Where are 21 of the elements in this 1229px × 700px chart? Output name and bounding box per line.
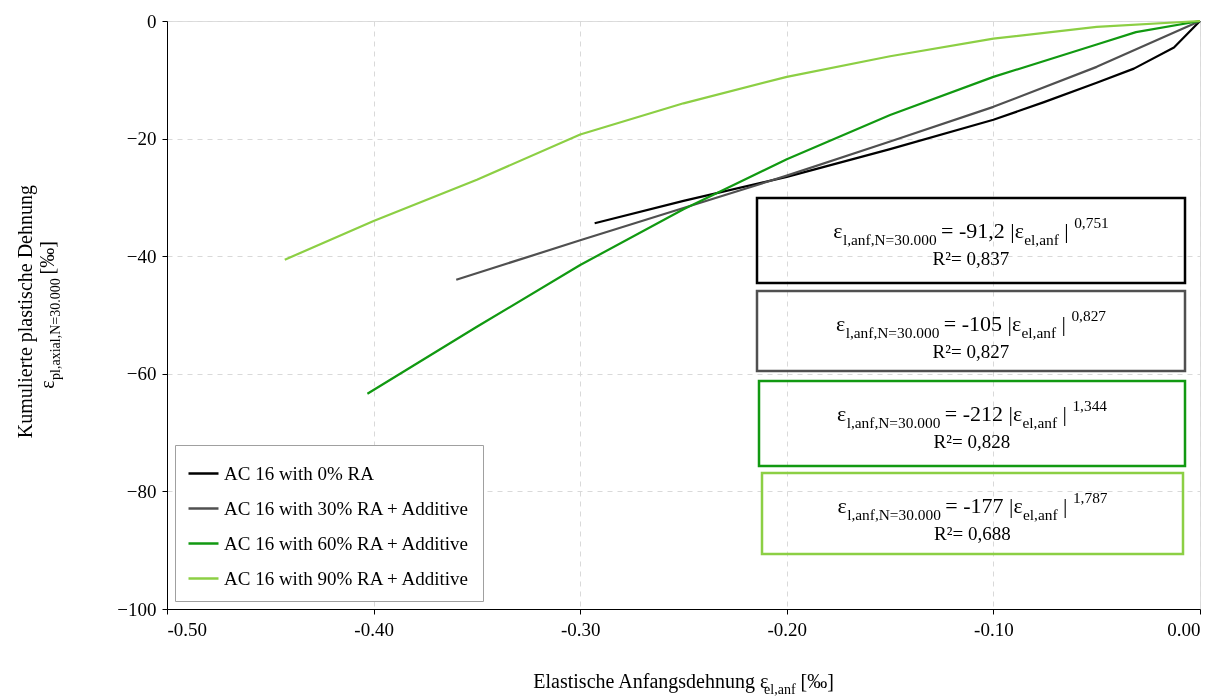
x-tick-label: -0.40 xyxy=(354,618,394,640)
y-tick-label: −20 xyxy=(126,128,157,150)
y-tick-label: −60 xyxy=(126,363,157,385)
legend-label: AC 16 with 0% RA xyxy=(224,462,375,484)
x-tick-label: -0.20 xyxy=(767,618,808,640)
y-tick-label: −100 xyxy=(117,598,157,620)
line-series xyxy=(455,19,1202,281)
y-tick-label: −40 xyxy=(126,245,157,267)
x-tick-label: -0.50 xyxy=(167,618,208,640)
x-tick-label: -0.10 xyxy=(974,618,1014,640)
y-tick-label: −80 xyxy=(126,480,157,502)
annotation: R²= 0,688 xyxy=(934,523,1011,544)
annotation: R²= 0,837 xyxy=(932,248,1010,269)
legend-label: AC 16 with 60% RA + Additive xyxy=(224,532,469,554)
annotation: R²= 0,828 xyxy=(933,431,1011,452)
y-tick-label: 0 xyxy=(147,10,157,32)
annotation: R²= 0,827 xyxy=(932,341,1010,362)
legend-label: AC 16 with 90% RA + Additive xyxy=(224,567,469,589)
x-tick-label: -0.30 xyxy=(560,618,601,640)
legend-label: AC 16 with 30% RA + Additive xyxy=(224,497,469,519)
x-tick-label: 0.00 xyxy=(1167,618,1201,640)
